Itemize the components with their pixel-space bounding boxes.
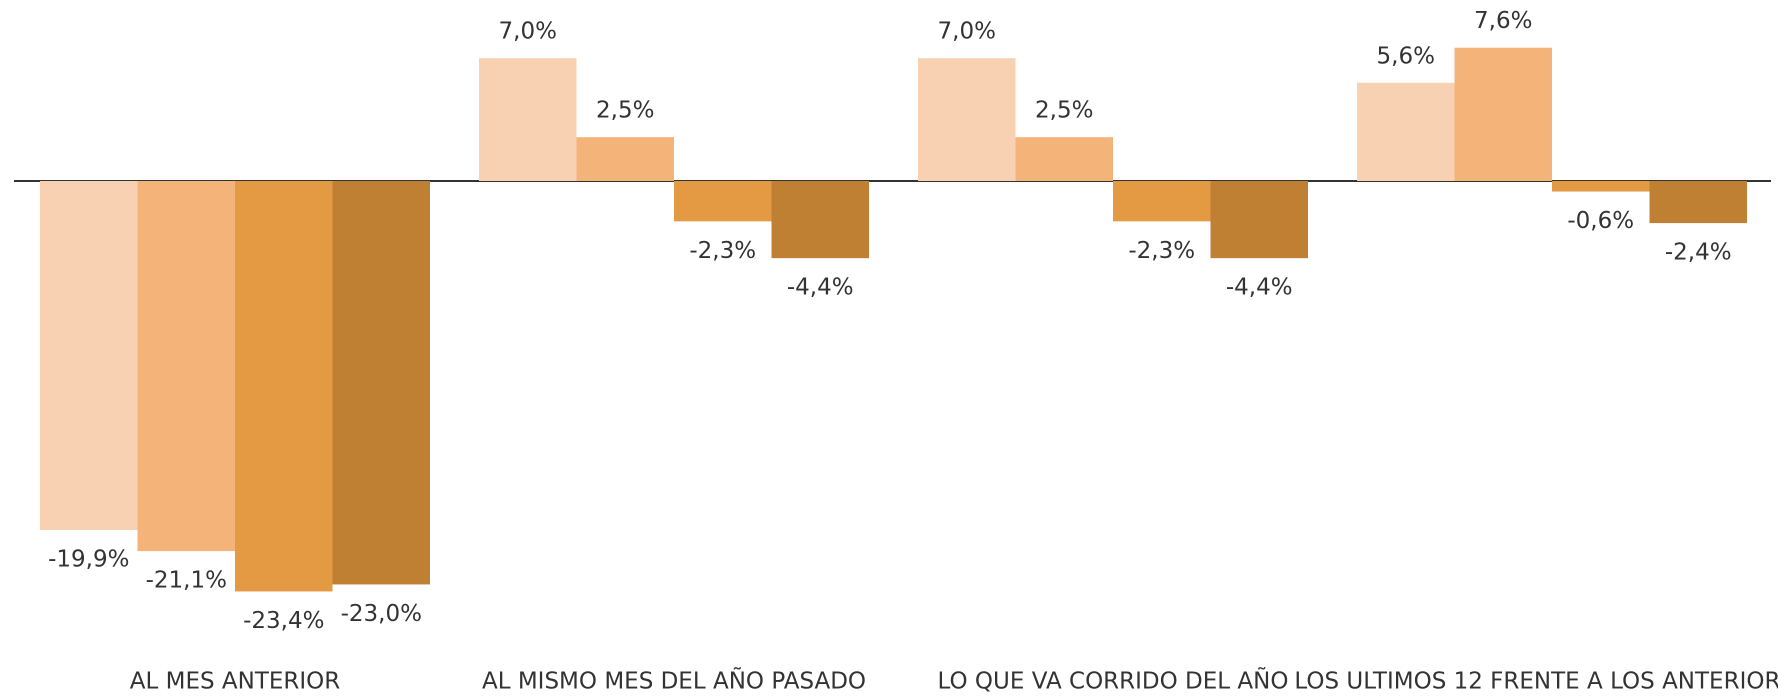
x-tick-label: LOS ULTIMOS 12 FRENTE A LOS ANTERIORES <box>1294 669 1778 695</box>
bar <box>479 58 577 181</box>
x-tick-label: LO QUE VA CORRIDO DEL AÑO <box>938 667 1289 695</box>
data-label: -23,0% <box>341 601 422 627</box>
bar <box>1649 181 1747 224</box>
data-label: 7,6% <box>1474 8 1532 34</box>
bar <box>1552 181 1650 192</box>
bar <box>576 137 674 181</box>
bar <box>1113 181 1211 222</box>
data-label: -19,9% <box>48 547 129 573</box>
data-label: 7,0% <box>938 19 996 45</box>
data-label: -2,4% <box>1665 240 1732 266</box>
data-label: -4,4% <box>787 275 854 301</box>
bar <box>1357 82 1455 181</box>
bar <box>332 181 430 585</box>
bar <box>771 181 869 259</box>
data-label: -4,4% <box>1226 275 1293 301</box>
data-label: -21,1% <box>146 568 227 594</box>
bar <box>137 181 235 552</box>
data-label: -23,4% <box>243 608 324 634</box>
bar <box>1210 181 1308 259</box>
bar <box>40 181 138 531</box>
data-label: 7,0% <box>499 19 557 45</box>
bar <box>674 181 772 222</box>
bar <box>918 58 1016 181</box>
data-label: -2,3% <box>689 238 756 264</box>
x-tick-label: AL MISMO MES DEL AÑO PASADO <box>482 667 866 695</box>
data-label: 5,6% <box>1377 43 1435 69</box>
data-label: -0,6% <box>1567 208 1634 234</box>
data-label: -2,3% <box>1128 238 1195 264</box>
data-label: 2,5% <box>596 98 654 124</box>
x-tick-label: AL MES ANTERIOR <box>130 669 341 695</box>
bar <box>1015 137 1113 181</box>
bar <box>235 181 333 592</box>
bar <box>1454 47 1552 181</box>
data-label: 2,5% <box>1035 98 1093 124</box>
